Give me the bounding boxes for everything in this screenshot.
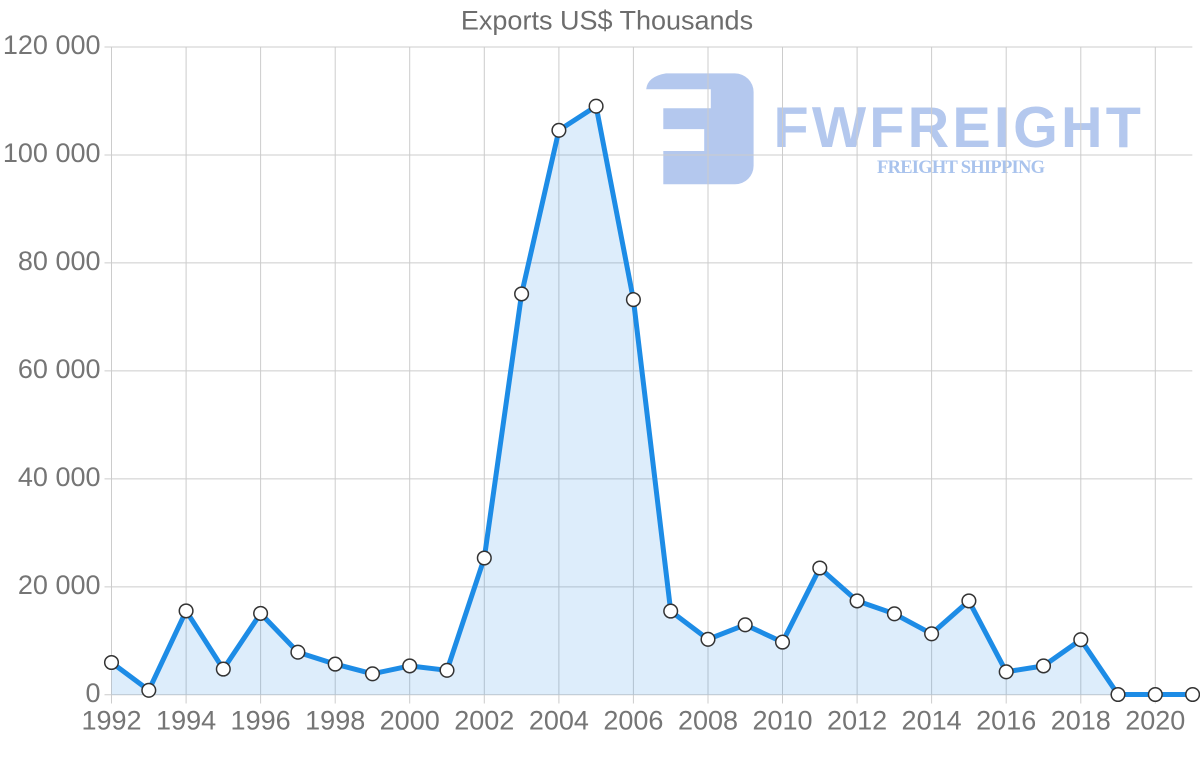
svg-text:80 000: 80 000 — [18, 246, 101, 276]
svg-text:2008: 2008 — [678, 706, 738, 736]
svg-text:2012: 2012 — [827, 706, 887, 736]
svg-text:1998: 1998 — [305, 706, 365, 736]
svg-text:2016: 2016 — [976, 706, 1036, 736]
svg-text:2002: 2002 — [454, 706, 514, 736]
svg-text:120 000: 120 000 — [3, 30, 101, 60]
svg-text:FWFREIGHT: FWFREIGHT — [774, 96, 1145, 160]
svg-text:2018: 2018 — [1051, 706, 1111, 736]
svg-text:2000: 2000 — [380, 706, 440, 736]
svg-text:FREIGHT SHIPPING: FREIGHT SHIPPING — [877, 158, 1045, 178]
svg-text:100 000: 100 000 — [3, 138, 101, 168]
svg-text:60 000: 60 000 — [18, 354, 101, 384]
svg-text:1996: 1996 — [231, 706, 291, 736]
svg-text:20 000: 20 000 — [18, 570, 101, 600]
svg-text:2020: 2020 — [1125, 706, 1185, 736]
svg-text:2004: 2004 — [529, 706, 589, 736]
svg-text:2010: 2010 — [752, 706, 812, 736]
svg-text:1994: 1994 — [156, 706, 216, 736]
svg-text:Exports US$ Thousands: Exports US$ Thousands — [461, 6, 753, 36]
svg-text:1992: 1992 — [81, 706, 141, 736]
svg-text:40 000: 40 000 — [18, 462, 101, 492]
svg-text:0: 0 — [85, 678, 100, 708]
svg-text:2006: 2006 — [603, 706, 663, 736]
svg-text:2014: 2014 — [902, 706, 962, 736]
